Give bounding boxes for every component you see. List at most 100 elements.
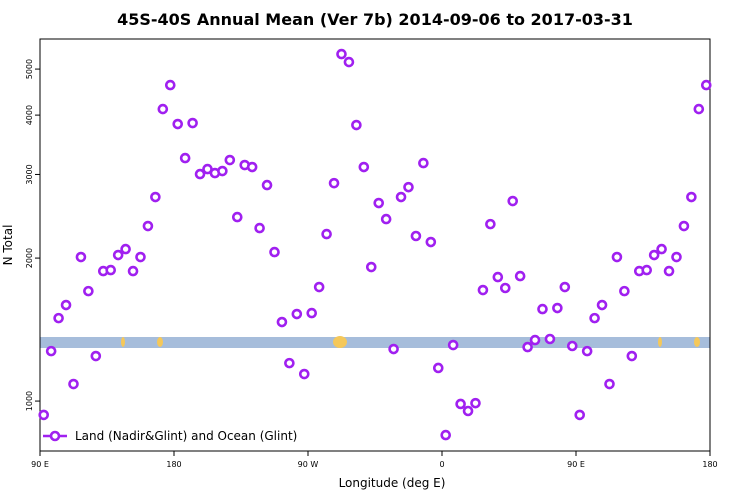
data-point <box>380 213 392 225</box>
data-point <box>566 340 578 352</box>
legend-label: Land (Nadir&Glint) and Ocean (Glint) <box>75 429 297 443</box>
data-point <box>522 341 533 353</box>
x-tick-label: 90 E <box>567 460 585 469</box>
data-point <box>306 307 318 319</box>
data-point <box>38 409 50 421</box>
data-point <box>455 398 466 410</box>
data-point <box>53 312 64 324</box>
data-point <box>544 333 556 345</box>
data-point <box>164 79 176 91</box>
data-point <box>291 308 303 320</box>
y-tick-label: 5000 <box>25 59 34 79</box>
data-point <box>135 251 146 263</box>
data-point <box>45 345 57 357</box>
data-point <box>485 218 496 230</box>
chart-title: 45S-40S Annual Mean (Ver 7b) 2014-09-06 … <box>117 10 633 29</box>
data-point <box>552 302 563 314</box>
data-point <box>663 265 675 277</box>
data-point <box>581 345 593 357</box>
data-point <box>477 284 489 296</box>
data-point <box>470 397 481 409</box>
data-point <box>559 281 571 293</box>
data-point <box>403 181 414 193</box>
data-point <box>157 103 169 115</box>
y-tick-label: 2000 <box>25 248 34 268</box>
data-point <box>343 56 355 68</box>
data-point <box>447 339 459 351</box>
x-tick-label: 180 <box>702 460 717 469</box>
data-point <box>373 197 385 209</box>
data-point <box>514 270 526 282</box>
data-point <box>60 299 72 311</box>
data-point <box>395 191 407 203</box>
data-point <box>351 119 362 131</box>
data-point <box>700 79 712 91</box>
data-point <box>105 264 117 276</box>
data-point <box>313 281 325 293</box>
data-point <box>150 191 161 203</box>
data-point <box>388 343 399 355</box>
data-point <box>418 157 429 169</box>
data-point <box>328 177 340 189</box>
data-point <box>619 285 630 297</box>
data-point <box>604 378 615 390</box>
data-point <box>127 265 139 277</box>
data-point <box>83 285 94 297</box>
data-point <box>440 429 452 441</box>
data-point <box>217 165 228 177</box>
y-tick-label: 4000 <box>25 105 34 125</box>
data-point <box>112 249 124 261</box>
data-point <box>224 154 236 166</box>
data-point <box>172 118 184 130</box>
data-point <box>321 228 332 240</box>
legend-marker <box>49 430 61 442</box>
data-point <box>269 246 280 258</box>
data-point <box>246 161 258 173</box>
data-point <box>648 249 660 261</box>
data-point <box>194 168 206 180</box>
data-point <box>261 179 273 191</box>
map-strip <box>40 336 710 348</box>
x-tick-label: 0 <box>439 460 444 469</box>
data-point <box>574 409 586 421</box>
y-tick-label: 1000 <box>25 391 34 411</box>
data-point <box>656 243 667 255</box>
x-axis-label: Longitude (deg E) <box>339 476 446 490</box>
data-point <box>492 271 504 283</box>
data-point <box>298 368 310 380</box>
data-point <box>537 303 548 315</box>
data-point <box>68 378 79 390</box>
data-point <box>90 350 102 362</box>
data-point <box>626 350 638 362</box>
data-point <box>596 299 608 311</box>
data-point <box>641 264 653 276</box>
data-point <box>589 312 600 324</box>
data-point <box>529 334 541 346</box>
data-point <box>284 357 295 369</box>
y-axis-label: N Total <box>1 225 15 266</box>
data-point <box>686 191 697 203</box>
y-tick-label: 3000 <box>25 164 34 184</box>
data-point <box>410 230 422 242</box>
data-point <box>231 211 243 223</box>
data-point <box>671 251 682 263</box>
data-point <box>254 222 265 234</box>
data-point <box>120 243 131 255</box>
x-tick-label: 180 <box>166 460 181 469</box>
data-point <box>336 48 347 60</box>
data-point <box>432 362 444 374</box>
data-point <box>276 316 288 328</box>
data-point <box>365 261 377 273</box>
data-point <box>462 405 474 417</box>
plot-frame <box>39 38 711 452</box>
x-tick-label: 90 E <box>31 460 49 469</box>
data-point <box>693 103 705 115</box>
data-point <box>142 220 154 232</box>
data-point <box>507 195 519 207</box>
data-point <box>611 251 623 263</box>
data-point <box>187 117 198 129</box>
data-point <box>499 282 511 294</box>
x-tick-label: 90 W <box>298 460 319 469</box>
data-point <box>75 251 87 263</box>
